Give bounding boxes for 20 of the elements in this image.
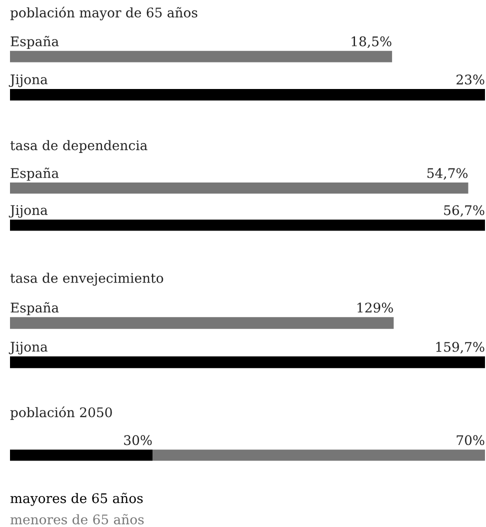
y-tick-label: España [10, 302, 59, 316]
data-label: 54,7% [427, 168, 468, 180]
chart-title: tasa de envejecimiento [10, 272, 164, 286]
text: menores de 65 años [10, 514, 144, 524]
chart-title: población 2050 [10, 406, 112, 420]
data-label: 56,7% [444, 205, 484, 217]
y-tick-label: Jijona [8, 342, 48, 354]
data-label: 70% [456, 435, 484, 446]
y-tick-label: España [10, 168, 59, 181]
data-label: 129% [358, 302, 393, 313]
y-tick-label: Jijona [8, 205, 48, 218]
data-label: 23% [456, 74, 484, 85]
data-label: 159,7% [436, 342, 484, 354]
data-label: 30% [124, 435, 152, 446]
chart-title: tasa de dependencia [10, 140, 148, 153]
y-tick-label: España [10, 36, 59, 49]
data-label: 18,5% [352, 36, 392, 48]
chart-title: población mayor de 65 años [10, 6, 198, 20]
text: mayores de 65 años [10, 492, 143, 506]
y-tick-label: Jijona [8, 74, 48, 88]
